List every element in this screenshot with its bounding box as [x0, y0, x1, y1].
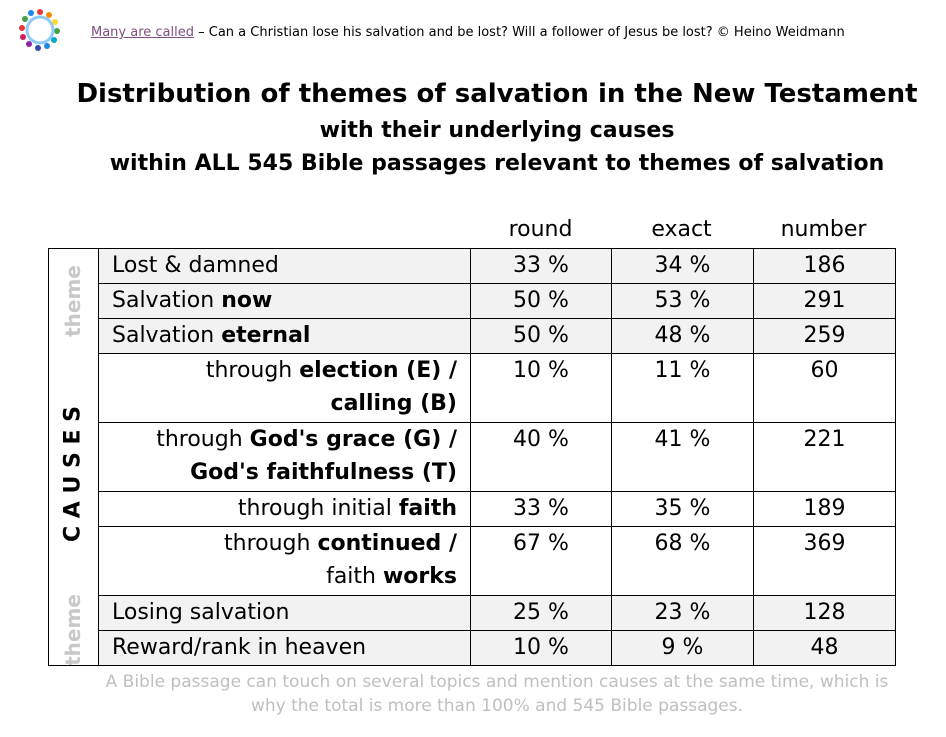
label-part: election (E) / [299, 358, 457, 383]
value-cell: 35 % [611, 491, 754, 527]
label-line: God's faithfulness (T) [112, 456, 457, 489]
label-part: Salvation [112, 288, 222, 313]
label-line: Lost & damned [112, 249, 457, 282]
value-cell: 10 % [470, 353, 612, 423]
row-label: Lost & damned [98, 248, 471, 284]
side-label: theme [61, 264, 85, 337]
label-part: Reward/rank in heaven [112, 635, 367, 660]
value-cell: 221 [753, 422, 896, 492]
label-line: through initial faith [112, 492, 457, 525]
label-part: faith [398, 496, 457, 521]
row-label: through election (E) / calling (B) [98, 353, 471, 423]
value-cell: 50 % [470, 318, 612, 354]
subtitle: with their underlying causes [319, 118, 675, 143]
value-cell: 48 [753, 630, 896, 666]
label-part: Losing salvation [112, 600, 290, 625]
row-label: Losing salvation [98, 595, 471, 631]
label-part: faith [326, 564, 383, 589]
side-label: theme [61, 594, 85, 666]
value-cell: 50 % [470, 283, 612, 319]
value-cell: 23 % [611, 595, 754, 631]
label-line: through continued / [112, 527, 457, 560]
value-cell: 186 [753, 248, 896, 284]
label-line: Salvation now [112, 284, 457, 317]
footer-line: A Bible passage can touch on several top… [105, 672, 889, 692]
label-line: calling (B) [112, 387, 457, 420]
label-part: God's faithfulness (T) [190, 460, 457, 485]
value-cell: 68 % [611, 526, 754, 596]
column-header: number [780, 217, 867, 242]
value-cell: 34 % [611, 248, 754, 284]
label-part: through [205, 358, 300, 383]
label-line: through God's grace (G) / [112, 423, 457, 456]
label-part: through [156, 427, 250, 452]
row-label: Salvation eternal [98, 318, 471, 354]
value-cell: 60 [753, 353, 896, 423]
row-label: Salvation now [98, 283, 471, 319]
value-cell: 40 % [470, 422, 612, 492]
value-cell: 53 % [611, 283, 754, 319]
label-part: Lost & damned [112, 253, 279, 278]
logo [19, 9, 60, 51]
label-part: calling (B) [330, 391, 457, 416]
value-cell: 10 % [470, 630, 612, 666]
value-cell: 25 % [470, 595, 612, 631]
side-label: C A U S E S [60, 405, 86, 543]
value-cell: 33 % [470, 491, 612, 527]
value-cell: 369 [753, 526, 896, 596]
subtitle: within ALL 545 Bible passages relevant t… [109, 151, 885, 176]
header: Many are called – Can a Christian lose h… [91, 25, 845, 40]
header-link[interactable]: Many are called [91, 25, 194, 40]
footer: A Bible passage can touch on several top… [0, 670, 946, 718]
row-label: Reward/rank in heaven [98, 630, 471, 666]
value-cell: 67 % [470, 526, 612, 596]
label-line: Reward/rank in heaven [112, 631, 457, 664]
value-cell: 41 % [611, 422, 754, 492]
title: Distribution of themes of salvation in t… [76, 79, 918, 109]
row-label: through continued / faith works [98, 526, 471, 596]
column-header: round [508, 217, 573, 242]
label-part: works [382, 564, 457, 589]
header-text: – Can a Christian lose his salvation and… [194, 25, 845, 40]
label-line: Salvation eternal [112, 319, 457, 352]
label-part: continued / [317, 531, 457, 556]
logo-figures [19, 9, 60, 51]
label-part: Salvation [112, 323, 222, 348]
label-line: through election (E) / [112, 354, 457, 387]
label-part: God's grace (G) / [249, 427, 457, 452]
value-cell: 259 [753, 318, 896, 354]
label-part: through [224, 531, 318, 556]
value-cell: 11 % [611, 353, 754, 423]
value-cell: 9 % [611, 630, 754, 666]
row-label: through initial faith [98, 491, 471, 527]
label-part: eternal [221, 323, 311, 348]
column-header: exact [651, 217, 712, 242]
label-part: through initial [237, 496, 399, 521]
value-cell: 291 [753, 283, 896, 319]
label-line: Losing salvation [112, 596, 457, 629]
row-label: through God's grace (G) / God's faithfuln… [98, 422, 471, 492]
value-cell: 33 % [470, 248, 612, 284]
label-line: faith works [112, 560, 457, 593]
value-cell: 189 [753, 491, 896, 527]
label-part: now [221, 288, 273, 313]
footer-line: why the total is more than 100% and 545 … [250, 696, 744, 716]
value-cell: 128 [753, 595, 896, 631]
value-cell: 48 % [611, 318, 754, 354]
